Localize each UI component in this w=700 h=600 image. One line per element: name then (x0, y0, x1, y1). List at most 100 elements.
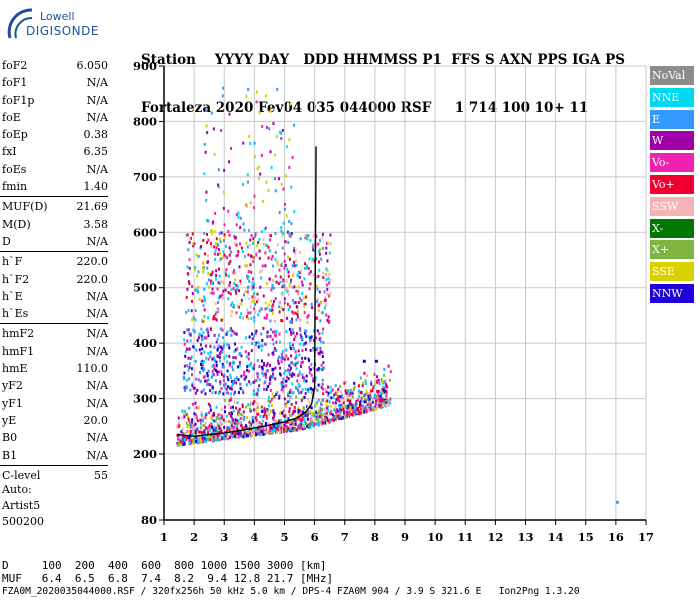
echo-point (241, 405, 244, 409)
echo-point (274, 366, 277, 370)
echo-point (194, 309, 197, 313)
echo-point (256, 414, 259, 418)
echo-point (290, 402, 293, 406)
echo-point (218, 231, 221, 235)
echo-point (305, 264, 308, 268)
echo-point (294, 300, 297, 304)
echo-point (203, 298, 206, 302)
echo-point (178, 424, 181, 428)
echo-point (317, 418, 320, 422)
echo-point (232, 271, 235, 275)
echo-point (190, 423, 193, 427)
echo-point (213, 345, 216, 349)
echo-point (186, 272, 189, 276)
echo-point (279, 280, 282, 284)
echo-point (216, 373, 219, 377)
echo-point (333, 416, 336, 420)
echo-point (348, 393, 351, 397)
echo-point (204, 150, 207, 154)
echo-point (268, 429, 271, 433)
echo-point (289, 413, 292, 417)
echo-point (240, 424, 243, 428)
echo-point (224, 405, 227, 409)
echo-point (201, 347, 204, 351)
echo-point (200, 423, 203, 427)
echo-point (223, 235, 226, 239)
echo-point (202, 319, 205, 323)
echo-point (300, 423, 303, 427)
echo-point (214, 277, 217, 281)
echo-point (227, 230, 230, 234)
echo-point (272, 408, 275, 412)
echo-point (238, 421, 241, 425)
echo-point (189, 423, 192, 427)
param-value: N/A (86, 396, 108, 410)
echo-point (257, 177, 260, 181)
echo-point (288, 370, 291, 374)
echo-point (199, 246, 202, 250)
echo-point (256, 375, 259, 379)
echo-point (193, 386, 196, 390)
echo-point (264, 410, 267, 414)
echo-point (186, 265, 189, 269)
echo-point (262, 373, 265, 377)
echo-point (278, 394, 281, 398)
param-label: hmE (2, 362, 28, 376)
echo-point (246, 433, 249, 437)
echo-point (297, 349, 300, 353)
echo-point (259, 414, 262, 418)
echo-point (303, 376, 306, 380)
echo-point (353, 381, 356, 385)
echo-point (329, 233, 332, 237)
echo-point (211, 414, 214, 418)
echo-point (310, 414, 313, 418)
echo-point (322, 416, 325, 420)
echo-point (283, 397, 286, 401)
echo-point (221, 362, 224, 366)
echo-point (251, 295, 254, 299)
echo-point (297, 388, 300, 392)
echo-point (329, 278, 332, 282)
echo-point (370, 389, 373, 393)
echo-point (219, 240, 222, 244)
echo-point (272, 286, 275, 290)
echo-point (281, 382, 284, 386)
echo-point (301, 349, 304, 353)
echo-point (200, 411, 203, 415)
param-row: h`E N/A (0, 288, 110, 305)
echo-point (309, 339, 312, 343)
param-row: yF2 N/A (0, 377, 110, 394)
echo-point (305, 374, 308, 378)
echo-point (321, 419, 324, 423)
echo-point (280, 182, 283, 186)
echo-point (225, 332, 228, 336)
echo-point (255, 418, 258, 422)
echo-point (191, 292, 194, 296)
echo-point (281, 349, 284, 353)
echo-point (271, 404, 274, 408)
echo-point (254, 400, 257, 404)
echo-point (214, 317, 217, 321)
echo-point (216, 428, 219, 432)
echo-point (188, 419, 191, 423)
echo-point (293, 210, 296, 214)
echo-point (229, 373, 232, 377)
echo-point (261, 419, 264, 423)
echo-point (319, 239, 322, 243)
echo-point (258, 256, 261, 260)
echo-point (207, 402, 210, 406)
echo-point (215, 426, 218, 430)
echo-point (329, 385, 332, 389)
echo-point (285, 174, 288, 178)
y-tick-label: 300 (133, 392, 157, 406)
echo-point (195, 253, 198, 257)
echo-point (231, 429, 234, 433)
echo-point (211, 369, 214, 373)
echo-point (283, 301, 286, 305)
param-row: h`F2 220.0 (0, 271, 110, 288)
echo-point (374, 382, 377, 386)
echo-point (388, 378, 391, 382)
echo-point (282, 221, 285, 225)
param-label: yF1 (2, 396, 23, 410)
echo-point (224, 437, 227, 441)
